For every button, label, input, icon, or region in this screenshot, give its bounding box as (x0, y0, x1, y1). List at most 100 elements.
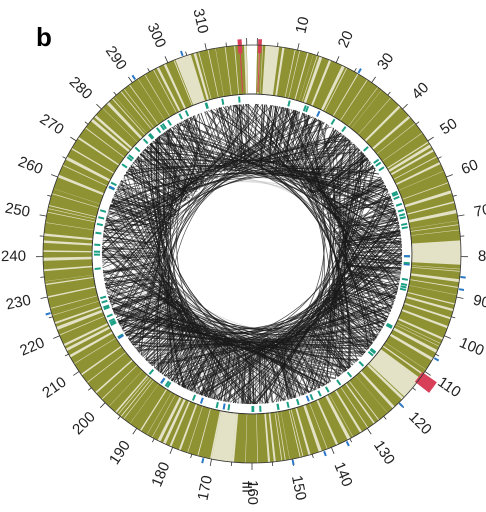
inner-marker (302, 105, 307, 112)
track-segment (71, 138, 119, 173)
track-segment (351, 90, 391, 135)
tick-mark (452, 194, 457, 197)
track-segment (346, 381, 379, 423)
inner-marker (317, 390, 322, 397)
tick-mark (444, 335, 451, 339)
inner-marker (305, 395, 310, 402)
track-segment (245, 413, 258, 463)
track-segment (95, 108, 138, 148)
track-segment (199, 49, 219, 100)
track-segment (215, 46, 232, 97)
panel-letter: b (36, 22, 52, 52)
track-segment (66, 328, 113, 356)
link (331, 276, 398, 301)
link (333, 277, 399, 315)
link (228, 338, 255, 404)
link (102, 239, 167, 273)
tick-mark (113, 91, 117, 96)
inner-marker (309, 393, 314, 401)
track-segment (404, 297, 453, 318)
link (225, 104, 242, 172)
link (118, 301, 182, 355)
inner-marker (121, 163, 128, 169)
tick-label: 170 (195, 474, 217, 502)
inner-marker (392, 192, 399, 197)
track-segment (43, 259, 93, 270)
track-segment (275, 412, 285, 461)
track-segment (373, 117, 415, 154)
outer-marker (460, 276, 466, 279)
outer-track (43, 45, 461, 463)
track-segment (305, 57, 330, 106)
tick-mark (387, 91, 391, 96)
tick-mark (204, 43, 207, 51)
track-segment (376, 123, 423, 162)
track-segment (165, 399, 189, 447)
track-segment (48, 193, 99, 217)
link (327, 190, 391, 221)
tick-label: 280 (66, 73, 96, 103)
track-segment (123, 380, 159, 424)
link (104, 275, 171, 310)
track-segment (410, 224, 460, 236)
tick-mark (456, 296, 464, 299)
link (161, 322, 205, 382)
inner-marker (160, 377, 166, 384)
track-segment (383, 342, 427, 374)
link (158, 325, 207, 388)
track-segment (289, 409, 303, 458)
inner-marker (161, 123, 167, 130)
track-segment (285, 49, 300, 99)
link (314, 153, 369, 201)
track-segment (382, 133, 429, 168)
link (327, 290, 391, 329)
inner-marker (142, 138, 149, 145)
track-segment (124, 84, 158, 128)
inner-marker (358, 361, 365, 367)
track-segment (74, 338, 121, 374)
tick-label: 290 (102, 43, 130, 73)
link (113, 290, 177, 330)
track-segment (255, 45, 259, 95)
tick-mark (62, 156, 67, 159)
inner-marker (367, 350, 374, 357)
tick-label: 160 (244, 480, 261, 505)
track-segment (121, 89, 154, 130)
tick-mark (169, 447, 173, 454)
link (335, 266, 402, 300)
inner-marker (167, 119, 172, 126)
tick-label: 250 (4, 200, 32, 221)
track-segment (52, 188, 100, 208)
tick-label: 260 (16, 153, 46, 178)
inner-marker (286, 401, 290, 408)
link (224, 107, 326, 402)
link (312, 312, 369, 368)
inner-marker (96, 222, 103, 227)
link (183, 330, 219, 394)
link (258, 338, 292, 404)
tick-label: 310 (189, 7, 211, 35)
track-segment (234, 413, 247, 463)
track-segment (256, 413, 269, 463)
link (116, 103, 247, 319)
link (281, 331, 313, 397)
track-segment (329, 390, 361, 437)
inner-marker (110, 321, 117, 327)
link (161, 123, 207, 184)
track-segment (141, 389, 172, 435)
link (154, 135, 201, 191)
link (292, 120, 330, 182)
inner-marker (401, 226, 408, 230)
track-segment (405, 193, 455, 214)
link (139, 143, 193, 196)
track-segment (309, 400, 337, 449)
link (108, 152, 364, 300)
track-segment (87, 352, 132, 393)
link (102, 177, 400, 239)
track-segment (270, 412, 282, 462)
track-segment (208, 48, 224, 98)
track-segment (43, 267, 94, 282)
track-segment (195, 52, 211, 100)
track-segment (324, 67, 358, 116)
